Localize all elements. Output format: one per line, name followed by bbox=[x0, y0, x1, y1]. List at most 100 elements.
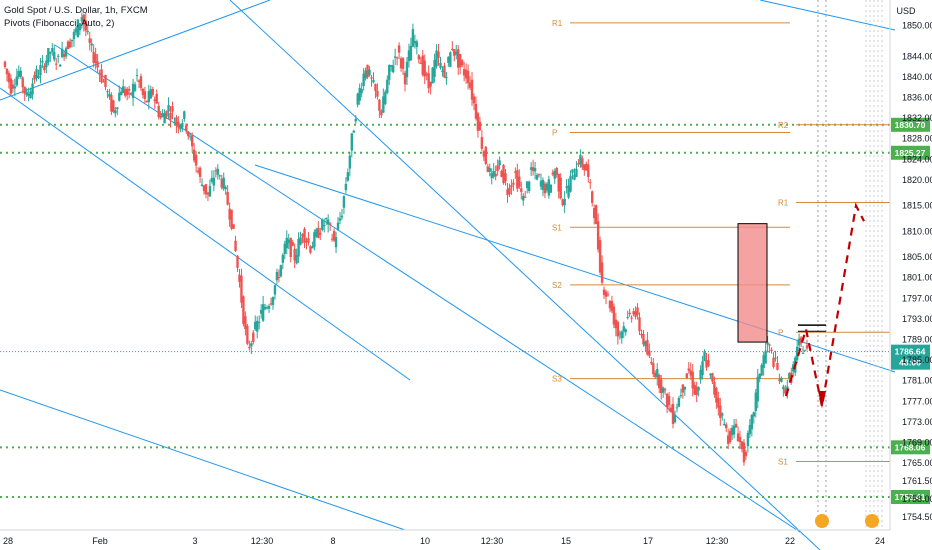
candle-body bbox=[681, 384, 685, 393]
candle-body bbox=[324, 218, 328, 220]
candle-body bbox=[257, 322, 261, 324]
candle-body bbox=[413, 40, 417, 44]
candle-body bbox=[68, 41, 72, 48]
price-tick: 1805.00 bbox=[902, 252, 932, 262]
candle-body bbox=[214, 170, 218, 172]
pivot-label: R1 bbox=[552, 19, 563, 28]
candle-body bbox=[797, 338, 801, 346]
candle-body bbox=[596, 221, 600, 250]
candle-body bbox=[533, 168, 537, 172]
candle-body bbox=[139, 76, 143, 89]
candle-body bbox=[630, 317, 633, 319]
candle-body bbox=[366, 64, 369, 78]
candle-body bbox=[76, 19, 80, 38]
candle-body bbox=[19, 70, 22, 77]
candle-body bbox=[202, 185, 206, 191]
candle-body bbox=[49, 52, 52, 54]
candle-body bbox=[744, 451, 748, 457]
candle-body bbox=[45, 60, 48, 68]
candle-body bbox=[500, 171, 503, 177]
candle-body bbox=[531, 167, 535, 172]
candle-body bbox=[216, 168, 220, 175]
price-tick: 1836.00 bbox=[902, 93, 932, 103]
candle-body bbox=[711, 373, 714, 382]
candle-body bbox=[693, 384, 696, 395]
candle-body bbox=[699, 369, 702, 380]
candle-body bbox=[299, 237, 302, 245]
candle-body bbox=[86, 31, 89, 33]
candle-body bbox=[437, 51, 440, 58]
candle-body bbox=[102, 81, 105, 83]
candle-body bbox=[553, 170, 556, 179]
candle-body bbox=[293, 248, 296, 261]
candle-body bbox=[663, 389, 667, 391]
candle-body bbox=[766, 342, 769, 345]
candle-body bbox=[606, 294, 610, 296]
candle-body bbox=[713, 381, 716, 395]
candle-body bbox=[667, 396, 671, 405]
price-tick: 1793.00 bbox=[902, 314, 932, 324]
candle-body bbox=[431, 67, 434, 84]
candle-body bbox=[120, 91, 123, 96]
candle-body bbox=[669, 407, 673, 413]
candle-body bbox=[636, 307, 639, 315]
candle-body bbox=[492, 170, 495, 177]
candle-body bbox=[242, 296, 245, 324]
candle-body bbox=[518, 176, 521, 187]
candle-body bbox=[273, 285, 277, 295]
candle-body bbox=[344, 183, 348, 191]
candle-body bbox=[368, 69, 371, 76]
time-tick: Feb bbox=[92, 536, 108, 546]
candle-body bbox=[591, 191, 594, 203]
candle-body bbox=[401, 58, 405, 69]
candle-body bbox=[618, 333, 622, 335]
candle-body bbox=[622, 326, 625, 332]
candle-body bbox=[147, 91, 151, 102]
candle-body bbox=[55, 63, 58, 65]
candle-body bbox=[234, 240, 237, 251]
candle-body bbox=[47, 47, 50, 63]
candle-body bbox=[602, 289, 606, 295]
candle-body bbox=[634, 311, 637, 317]
candle-body bbox=[788, 373, 791, 379]
candle-body bbox=[256, 320, 259, 332]
pivot-label: S3 bbox=[552, 375, 562, 384]
candle-body bbox=[758, 374, 761, 379]
candle-body bbox=[673, 414, 677, 423]
candle-body bbox=[656, 369, 659, 378]
candle-body bbox=[189, 136, 192, 138]
candle-body bbox=[642, 333, 645, 345]
candle-body bbox=[27, 93, 30, 96]
symbol-title: Gold Spot / U.S. Dollar, 1h, FXCM bbox=[4, 5, 148, 16]
candle-body bbox=[386, 79, 389, 93]
pivot-label: P bbox=[778, 328, 783, 337]
candle-body bbox=[356, 93, 359, 105]
candle-body bbox=[661, 387, 665, 393]
price-tick: 1828.00 bbox=[902, 134, 932, 144]
candle-body bbox=[709, 373, 712, 376]
candle-body bbox=[395, 57, 399, 59]
candle-body bbox=[110, 94, 113, 112]
candle-body bbox=[520, 188, 523, 192]
candle-body bbox=[539, 180, 543, 187]
candle-body bbox=[411, 29, 415, 47]
candle-body bbox=[726, 435, 730, 444]
candle-body bbox=[230, 209, 233, 229]
candle-body bbox=[504, 173, 507, 182]
candle-body bbox=[53, 51, 56, 60]
candle-body bbox=[129, 92, 133, 94]
candle-body bbox=[305, 241, 308, 243]
candle-body bbox=[70, 39, 74, 42]
candle-body bbox=[380, 110, 383, 116]
candle-body bbox=[5, 68, 9, 75]
candle-body bbox=[90, 43, 93, 46]
candle-body bbox=[407, 50, 411, 62]
candle-body bbox=[453, 49, 456, 56]
candle-body bbox=[311, 246, 314, 249]
candle-body bbox=[133, 84, 137, 91]
candle-body bbox=[185, 124, 188, 132]
candle-body bbox=[123, 89, 127, 96]
candle-body bbox=[295, 255, 298, 264]
